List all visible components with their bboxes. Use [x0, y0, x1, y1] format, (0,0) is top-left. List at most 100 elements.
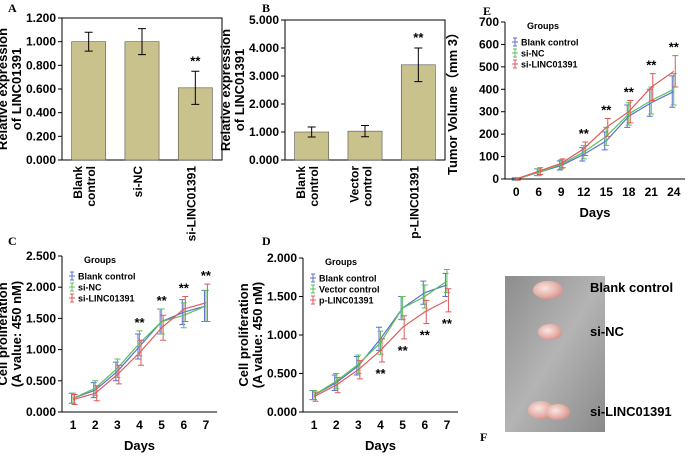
legend-label: Blank control — [319, 274, 377, 284]
error-bar — [334, 376, 341, 394]
y-tick-label: 2.000 — [26, 280, 56, 294]
significance: ** — [624, 85, 635, 100]
x-tick-label: 12 — [577, 185, 591, 199]
x-tick-label: 1 — [70, 418, 77, 432]
y-tick-label: 0.000 — [26, 153, 56, 167]
legend-marker — [310, 273, 316, 283]
y-tick-label: 1.500 — [26, 311, 56, 325]
y-tick-label: 5.000 — [249, 13, 279, 27]
legend-label: si-LINC01391 — [521, 60, 578, 70]
legend-label: si-NC — [521, 49, 545, 59]
x-tick-label: 6 — [421, 418, 428, 432]
significance: ** — [420, 327, 431, 342]
y-tick-label: 1.000 — [26, 35, 56, 49]
x-tick-label: 21 — [645, 185, 659, 199]
photo-label: si-LINC01391 — [590, 404, 672, 419]
y-tick-label: 2.000 — [267, 251, 297, 265]
x-tick-label: 15 — [600, 185, 614, 199]
y-tick-label: 1.200 — [26, 11, 56, 25]
significance: ** — [669, 40, 680, 55]
x-axis-label: Days — [365, 438, 396, 453]
y-tick-label: 0.600 — [26, 82, 56, 96]
error-bar — [379, 338, 385, 363]
panel-label: D — [262, 234, 271, 248]
y-axis-label: Relative expressionof LINC01391 — [0, 28, 24, 150]
error-bar — [582, 141, 589, 156]
error-bar — [445, 288, 452, 313]
error-bar — [160, 314, 167, 341]
legend-marker — [512, 59, 518, 69]
x-tick-label: 4 — [136, 418, 143, 432]
chart-panel: E 0 100 200 300 400 500 600 700 Tumor Volume（mm 3… — [445, 4, 685, 220]
y-axis-label: Tumor Volume（mm 3） — [445, 26, 460, 175]
significance: ** — [179, 281, 190, 296]
error-bar — [537, 167, 544, 176]
x-tick-label: 3 — [355, 418, 362, 432]
x-tick-label: Blankcontrol — [71, 166, 98, 207]
y-tick-label: 2.500 — [26, 249, 56, 263]
x-axis-label: Days — [579, 205, 610, 220]
significance: ** — [134, 315, 145, 330]
error-bar — [649, 73, 656, 101]
significance: ** — [201, 268, 212, 283]
y-tick-label: 500 — [479, 60, 499, 74]
legend-label: Vector control — [319, 285, 380, 295]
x-axis-label: Days — [124, 438, 155, 453]
significance: ** — [646, 58, 657, 73]
error-bar — [115, 364, 122, 385]
chart-panel: B 0.000 1.000 2.000 3.000 4.000 5.000Relative … — [218, 1, 446, 239]
error-bar — [179, 299, 186, 326]
error-bar — [361, 125, 369, 138]
error-bar — [401, 315, 408, 340]
panel-label: B — [262, 1, 270, 15]
y-tick-label: 3.000 — [249, 69, 279, 83]
x-tick-label: 0 — [513, 185, 520, 199]
x-tick-label: 9 — [558, 185, 565, 199]
error-bar — [138, 339, 144, 366]
x-tick-label: 7 — [203, 418, 210, 432]
x-tick-label: 7 — [444, 418, 451, 432]
legend-label: p-LINC01391 — [319, 296, 374, 306]
error-bar — [672, 55, 679, 88]
error-bar — [356, 359, 363, 380]
y-tick-label: 600 — [479, 37, 499, 51]
error-bar — [191, 70, 200, 105]
legend-title: Groups — [325, 257, 357, 267]
photo-panel: F Blank control si-NC si-LINC01391 — [480, 276, 673, 444]
axes — [504, 22, 685, 180]
legend-marker — [512, 48, 518, 58]
chart-panel: D 0.000 0.500 1.000 1.500 2.000 Cell prolifera… — [236, 234, 458, 453]
legend-label: si-NC — [78, 283, 102, 293]
chart-panel: C 0.000 0.500 1.000 1.500 2.000 2.500 Cell prol… — [0, 234, 217, 453]
error-bar — [421, 284, 428, 309]
y-tick-label: 1.500 — [267, 290, 297, 304]
legend-label: si-LINC01391 — [78, 294, 135, 304]
y-tick-label: 0.000 — [26, 405, 56, 419]
x-tick-label: 18 — [622, 185, 636, 199]
tumor — [546, 404, 570, 420]
x-tick-label: 2 — [333, 418, 340, 432]
error-bar — [158, 308, 165, 335]
error-bar — [514, 177, 521, 181]
error-bar — [93, 385, 100, 402]
panel-label: E — [483, 4, 491, 18]
x-tick-label: si-NC — [131, 166, 145, 198]
legend-marker — [69, 282, 75, 292]
x-tick-label: 6 — [535, 185, 542, 199]
legend-marker — [512, 37, 518, 47]
panel-label: A — [8, 1, 17, 15]
bar — [71, 41, 107, 161]
y-tick-label: 0.000 — [267, 405, 297, 419]
legend-label: Blank control — [78, 272, 136, 282]
x-tick-label: si-LINC01391 — [184, 166, 198, 242]
axes — [302, 258, 458, 413]
significance: ** — [601, 102, 612, 117]
x-tick-label: 6 — [180, 418, 187, 432]
y-axis-label: Cell proliferation(A value: 450 nM) — [236, 282, 265, 388]
axes — [61, 256, 217, 413]
error-bar — [307, 126, 316, 138]
y-tick-label: 1.000 — [249, 125, 279, 139]
significance: ** — [398, 343, 409, 358]
bar — [124, 41, 160, 161]
